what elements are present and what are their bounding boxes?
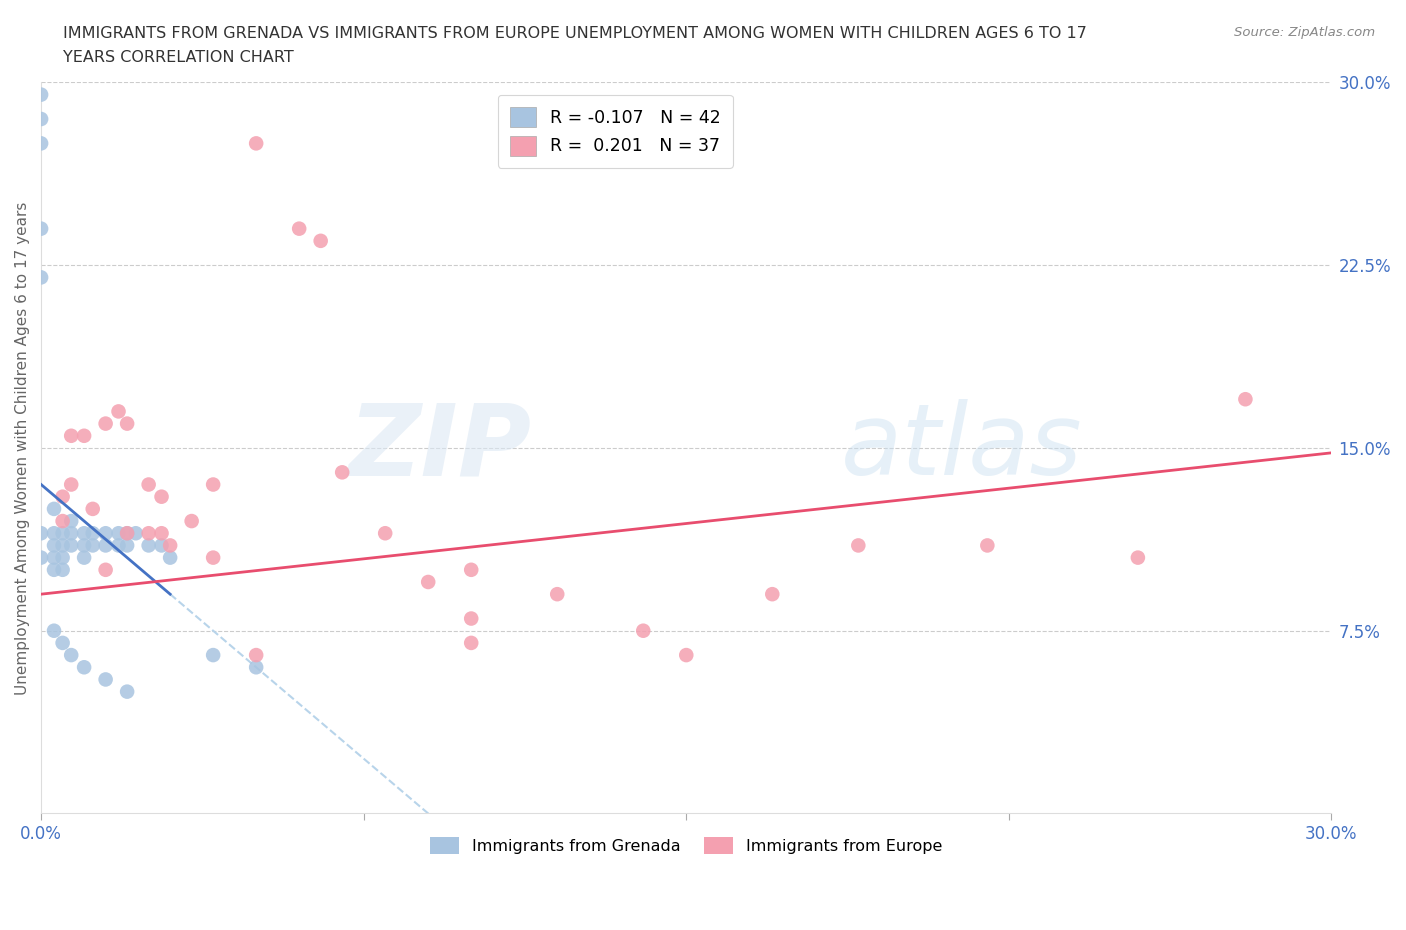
Point (82, 538, 104, 552)
Point (245, 659, 267, 674)
Point (288, 221, 311, 236)
Point (546, 587, 568, 602)
Point (1234, 392, 1257, 406)
Point (115, 538, 138, 552)
Point (150, 538, 173, 552)
Point (42, 525, 65, 540)
Point (675, 647, 697, 662)
Point (846, 538, 869, 552)
Point (94, 416, 117, 431)
Point (30, 270, 52, 285)
Point (60, 513, 83, 528)
Point (115, 416, 138, 431)
Point (52, 551, 75, 565)
Text: atlas: atlas (841, 400, 1083, 497)
Point (42, 538, 65, 552)
Point (42, 623, 65, 638)
Point (73, 551, 96, 565)
Point (460, 635, 482, 650)
Point (30, 221, 52, 236)
Text: IMMIGRANTS FROM GRENADA VS IMMIGRANTS FROM EUROPE UNEMPLOYMENT AMONG WOMEN WITH : IMMIGRANTS FROM GRENADA VS IMMIGRANTS FR… (63, 26, 1087, 41)
Point (245, 647, 267, 662)
Point (30, 112, 52, 126)
Point (460, 611, 482, 626)
Point (460, 563, 482, 578)
Point (82, 525, 104, 540)
Point (107, 525, 129, 540)
Point (94, 538, 117, 552)
Point (1126, 551, 1149, 565)
Point (115, 684, 138, 699)
Point (180, 513, 202, 528)
Point (159, 538, 181, 552)
Point (73, 538, 96, 552)
Point (125, 525, 148, 540)
Point (94, 563, 117, 578)
Point (94, 672, 117, 687)
Point (115, 525, 138, 540)
Point (52, 563, 75, 578)
Point (42, 563, 65, 578)
Point (633, 623, 655, 638)
Text: ZIP: ZIP (349, 400, 531, 497)
Point (330, 465, 353, 480)
Point (107, 404, 129, 418)
Point (418, 575, 440, 590)
Text: YEARS CORRELATION CHART: YEARS CORRELATION CHART (63, 50, 294, 65)
Point (138, 477, 160, 492)
Point (30, 136, 52, 151)
Point (374, 525, 396, 540)
Point (976, 538, 998, 552)
Point (150, 525, 173, 540)
Point (52, 538, 75, 552)
Point (761, 587, 783, 602)
Point (94, 525, 117, 540)
Point (202, 551, 225, 565)
Point (60, 647, 83, 662)
Point (309, 233, 332, 248)
Point (52, 489, 75, 504)
Point (52, 513, 75, 528)
Point (60, 429, 83, 444)
Point (30, 87, 52, 102)
Point (202, 647, 225, 662)
Point (30, 551, 52, 565)
Point (52, 525, 75, 540)
Point (107, 538, 129, 552)
Point (42, 551, 65, 565)
Point (60, 477, 83, 492)
Point (73, 525, 96, 540)
Legend: Immigrants from Grenada, Immigrants from Europe: Immigrants from Grenada, Immigrants from… (423, 831, 949, 860)
Point (60, 538, 83, 552)
Point (245, 136, 267, 151)
Point (115, 525, 138, 540)
Point (42, 501, 65, 516)
Point (138, 538, 160, 552)
Text: Source: ZipAtlas.com: Source: ZipAtlas.com (1234, 26, 1375, 39)
Point (52, 635, 75, 650)
Y-axis label: Unemployment Among Women with Children Ages 6 to 17 years: Unemployment Among Women with Children A… (15, 201, 30, 695)
Point (30, 525, 52, 540)
Point (138, 525, 160, 540)
Point (150, 489, 173, 504)
Point (73, 429, 96, 444)
Point (82, 501, 104, 516)
Point (73, 659, 96, 674)
Point (202, 477, 225, 492)
Point (159, 551, 181, 565)
Point (60, 525, 83, 540)
